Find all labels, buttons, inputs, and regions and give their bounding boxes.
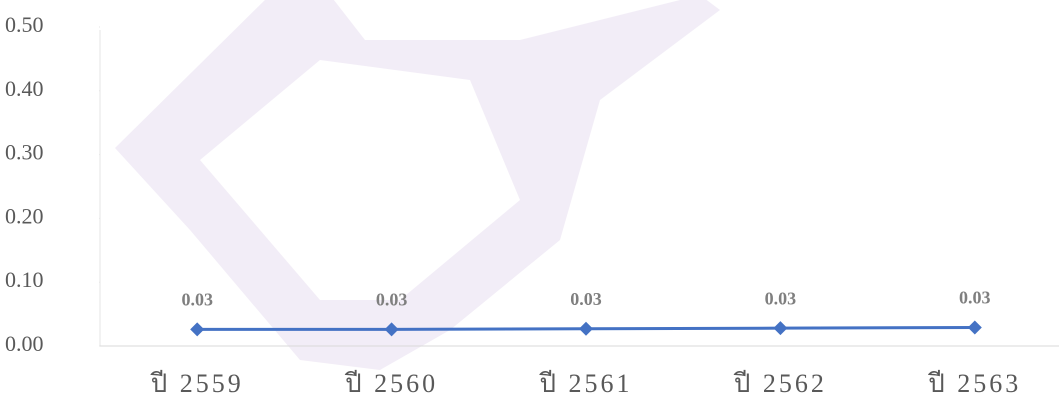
- x-tick-label: ปี 2559: [150, 369, 244, 398]
- y-tick-label: 0.10: [5, 267, 44, 292]
- marker: [579, 321, 593, 336]
- y-tick-label: 0.40: [5, 76, 44, 101]
- x-tick-label: ปี 2562: [733, 369, 827, 398]
- data-label: 0.03: [765, 288, 797, 308]
- watermark-shape: [115, 0, 720, 370]
- watermark: [115, 0, 720, 370]
- y-tick-label: 0.20: [5, 203, 44, 228]
- watermark-hole: [200, 60, 520, 300]
- x-tick-label: ปี 2563: [927, 369, 1021, 398]
- data-label: 0.03: [570, 289, 602, 309]
- marker: [967, 320, 982, 335]
- marker: [190, 322, 205, 337]
- data-label: 0.03: [376, 290, 408, 310]
- y-tick-label: 0.50: [5, 12, 44, 37]
- x-tick-label: ปี 2560: [344, 369, 438, 398]
- y-tick-label: 0.00: [5, 331, 44, 356]
- data-label: 0.03: [181, 290, 213, 310]
- y-tick-label: 0.30: [5, 140, 44, 165]
- marker: [773, 321, 788, 336]
- x-tick-label: ปี 2561: [538, 369, 632, 398]
- marker: [384, 322, 399, 337]
- data-label: 0.03: [959, 288, 991, 308]
